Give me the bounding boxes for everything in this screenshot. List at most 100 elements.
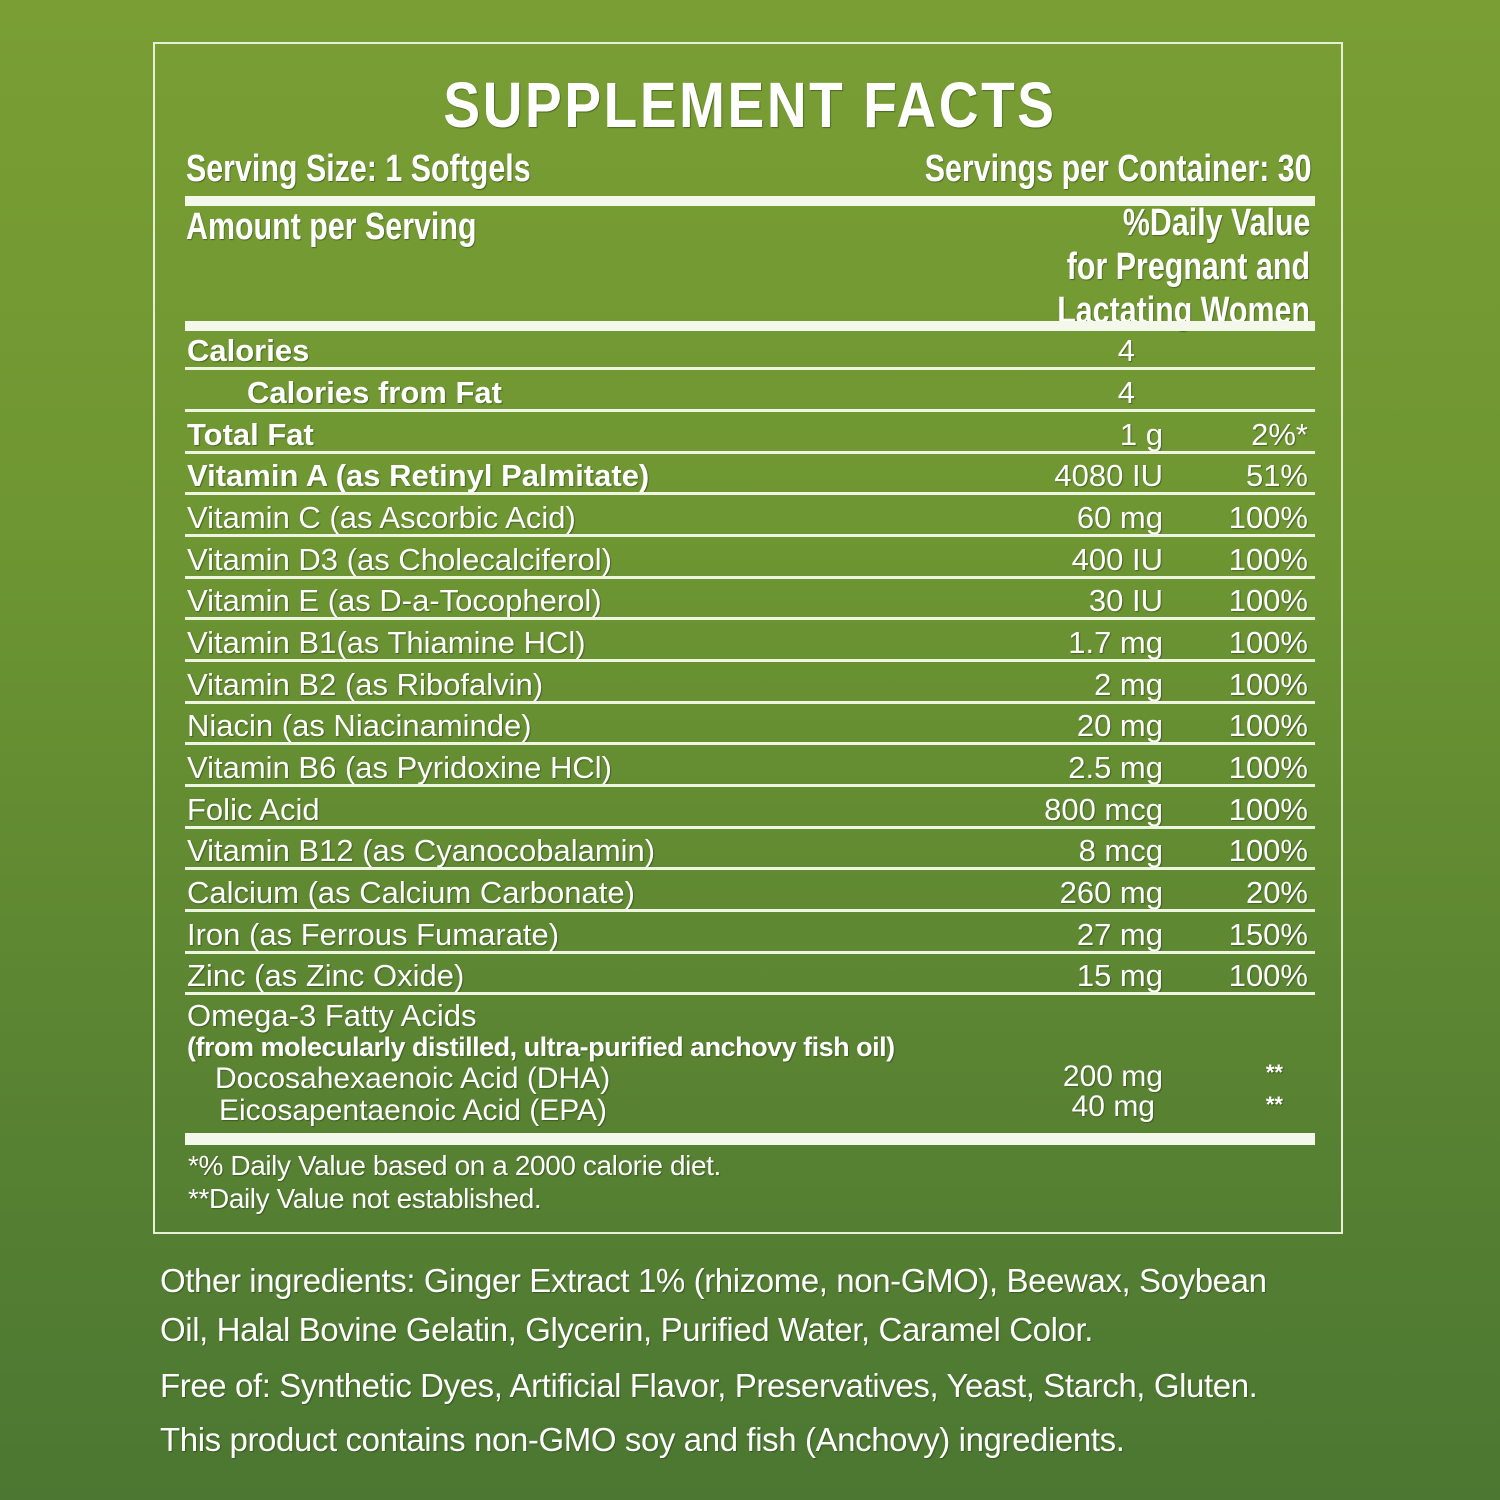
row-divider bbox=[185, 742, 1315, 745]
nutrient-name: Vitamin B6 (as Pyridoxine HCl) bbox=[187, 750, 612, 785]
nutrient-amount: 800 mcg bbox=[1044, 792, 1163, 827]
nutrient-amount: 30 IU bbox=[1088, 583, 1163, 618]
table-row: Vitamin E (as D-a-Tocopherol) 30 IU 100% bbox=[185, 578, 1315, 620]
table-row: Vitamin C (as Ascorbic Acid) 60 mg 100% bbox=[185, 495, 1315, 537]
table-row: Vitamin B6 (as Pyridoxine HCl) 2.5 mg 100% bbox=[185, 745, 1315, 787]
table-row: Niacin (as Niacinaminde) 20 mg 100% bbox=[185, 703, 1315, 745]
other-ingredients-line-2: Oil, Halal Bovine Gelatin, Glycerin, Pur… bbox=[160, 1311, 1094, 1348]
nutrient-daily-value: 100% bbox=[1228, 750, 1308, 785]
table-row: Total Fat 1 g 2%* bbox=[185, 412, 1315, 454]
serving-size-label: Serving Size: 1 Softgels bbox=[186, 148, 531, 190]
table-row: Zinc (as Zinc Oxide) 15 mg 100% bbox=[185, 953, 1315, 995]
thick-divider bbox=[185, 1133, 1315, 1145]
dha-dv: ** bbox=[1265, 1060, 1283, 1085]
row-divider bbox=[185, 451, 1315, 454]
nutrient-amount: 4080 IU bbox=[1054, 458, 1163, 493]
nutrient-amount: 1.7 mg bbox=[1068, 625, 1163, 660]
omega-3-source: (from molecularly distilled, ultra-purif… bbox=[187, 1032, 895, 1062]
nutrient-amount: 260 mg bbox=[1059, 875, 1163, 910]
amount-per-serving-label: Amount per Serving bbox=[186, 206, 477, 248]
nutrient-daily-value: 100% bbox=[1228, 958, 1308, 993]
nutrient-name: Vitamin A (as Retinyl Palmitate) bbox=[187, 458, 650, 493]
nutrient-amount: 400 IU bbox=[1071, 542, 1163, 577]
row-divider bbox=[185, 534, 1315, 537]
nutrient-amount: 2 mg bbox=[1094, 667, 1163, 702]
dv-header-line: %Daily Value bbox=[1122, 202, 1310, 244]
nutrient-name: Vitamin C (as Ascorbic Acid) bbox=[187, 500, 576, 535]
footnote-not-established: **Daily Value not established. bbox=[188, 1183, 542, 1214]
row-divider bbox=[185, 701, 1315, 704]
row-divider bbox=[185, 617, 1315, 620]
nutrient-name: Folic Acid bbox=[187, 792, 320, 827]
nutrient-daily-value: 2%* bbox=[1251, 417, 1308, 452]
row-divider bbox=[185, 909, 1315, 912]
nutrient-daily-value: 100% bbox=[1228, 708, 1308, 743]
panel-title: SUPPLEMENT FACTS bbox=[443, 69, 1057, 141]
thick-divider bbox=[185, 196, 1315, 206]
nutrient-daily-value: 100% bbox=[1228, 542, 1308, 577]
row-divider bbox=[185, 409, 1315, 412]
nutrient-amount: 15 mg bbox=[1076, 958, 1163, 993]
nutrient-name: Calcium (as Calcium Carbonate) bbox=[187, 875, 635, 910]
nutrient-amount: 2.5 mg bbox=[1068, 750, 1163, 785]
footnote-daily-value: *% Daily Value based on a 2000 calorie d… bbox=[188, 1150, 721, 1181]
nutrient-name: Zinc (as Zinc Oxide) bbox=[187, 958, 465, 993]
nutrient-daily-value: 100% bbox=[1228, 625, 1308, 660]
thick-divider bbox=[185, 321, 1315, 331]
nutrient-daily-value: 100% bbox=[1228, 667, 1308, 702]
nutrient-name: Iron (as Ferrous Fumarate) bbox=[187, 917, 560, 952]
nutrient-amount: 8 mcg bbox=[1078, 833, 1163, 868]
nutrient-amount: 27 mg bbox=[1076, 917, 1163, 952]
table-row: Iron (as Ferrous Fumarate) 27 mg 150% bbox=[185, 912, 1315, 954]
nutrient-amount: 4 bbox=[1117, 375, 1135, 410]
nutrient-name: Calories from Fat bbox=[247, 375, 502, 410]
nutrient-amount: 1 g bbox=[1119, 417, 1163, 452]
row-divider bbox=[185, 826, 1315, 829]
row-divider bbox=[185, 492, 1315, 495]
nutrient-name: Niacin (as Niacinaminde) bbox=[187, 708, 532, 743]
amount-per-serving: Amount per Serving bbox=[186, 206, 549, 249]
row-divider bbox=[185, 367, 1315, 370]
dha-name: Docosahexaenoic Acid (DHA) bbox=[215, 1062, 611, 1095]
epa-amount: 40 mg bbox=[1071, 1090, 1155, 1123]
nutrient-daily-value: 100% bbox=[1228, 792, 1308, 827]
supplement-facts-panel bbox=[153, 42, 1343, 1234]
servings-per-container-label: Servings per Container: 30 bbox=[925, 148, 1312, 190]
row-divider bbox=[185, 659, 1315, 662]
nutrient-name: Calories bbox=[187, 333, 310, 368]
row-divider bbox=[185, 784, 1315, 787]
nutrient-amount: 60 mg bbox=[1076, 500, 1163, 535]
row-divider bbox=[185, 576, 1315, 579]
other-ingredients-line-1: Other ingredients: Ginger Extract 1% (rh… bbox=[160, 1262, 1267, 1299]
serving-size: Serving Size: 1 Softgels bbox=[186, 148, 617, 191]
nutrient-daily-value: 100% bbox=[1228, 500, 1308, 535]
dv-header-line: for Pregnant and bbox=[1066, 246, 1310, 288]
nutrient-daily-value: 100% bbox=[1228, 583, 1308, 618]
nutrient-name: Vitamin B2 (as Ribofalvin) bbox=[187, 667, 544, 702]
servings-per-container: Servings per Container: 30 bbox=[828, 148, 1312, 191]
table-row: Folic Acid 800 mcg 100% bbox=[185, 787, 1315, 829]
table-row: Vitamin B12 (as Cyanocobalamin) 8 mcg 100% bbox=[185, 828, 1315, 870]
table-row: Vitamin B1(as Thiamine HCl) 1.7 mg 100% bbox=[185, 620, 1315, 662]
nutrient-daily-value: 20% bbox=[1245, 875, 1308, 910]
free-of-statement: Free of: Synthetic Dyes, Artificial Flav… bbox=[160, 1367, 1258, 1404]
nutrient-name: Vitamin B12 (as Cyanocobalamin) bbox=[187, 833, 656, 868]
allergen-statement: This product contains non-GMO soy and fi… bbox=[160, 1421, 1125, 1458]
nutrient-name: Vitamin D3 (as Cholecalciferol) bbox=[187, 542, 612, 577]
row-divider bbox=[185, 951, 1315, 954]
table-row: Calories 4 bbox=[185, 328, 1315, 370]
nutrient-daily-value: 51% bbox=[1245, 458, 1308, 493]
table-row: Vitamin B2 (as Ribofalvin) 2 mg 100% bbox=[185, 662, 1315, 704]
daily-value-header: %Daily Value for Pregnant and Lactating … bbox=[994, 202, 1310, 337]
table-row: Vitamin A (as Retinyl Palmitate) 4080 IU 5… bbox=[185, 453, 1315, 495]
table-row: Calcium (as Calcium Carbonate) 260 mg 20% bbox=[185, 870, 1315, 912]
nutrient-amount: 20 mg bbox=[1076, 708, 1163, 743]
nutrient-name: Vitamin B1(as Thiamine HCl) bbox=[187, 625, 586, 660]
nutrient-amount: 4 bbox=[1117, 333, 1135, 368]
dha-amount: 200 mg bbox=[1062, 1060, 1163, 1093]
table-row: Vitamin D3 (as Cholecalciferol) 400 IU 100… bbox=[185, 537, 1315, 579]
row-divider bbox=[185, 992, 1315, 995]
omega-3-title: Omega-3 Fatty Acids bbox=[187, 998, 477, 1033]
row-divider bbox=[185, 867, 1315, 870]
table-row: Calories from Fat 4 bbox=[185, 370, 1315, 412]
